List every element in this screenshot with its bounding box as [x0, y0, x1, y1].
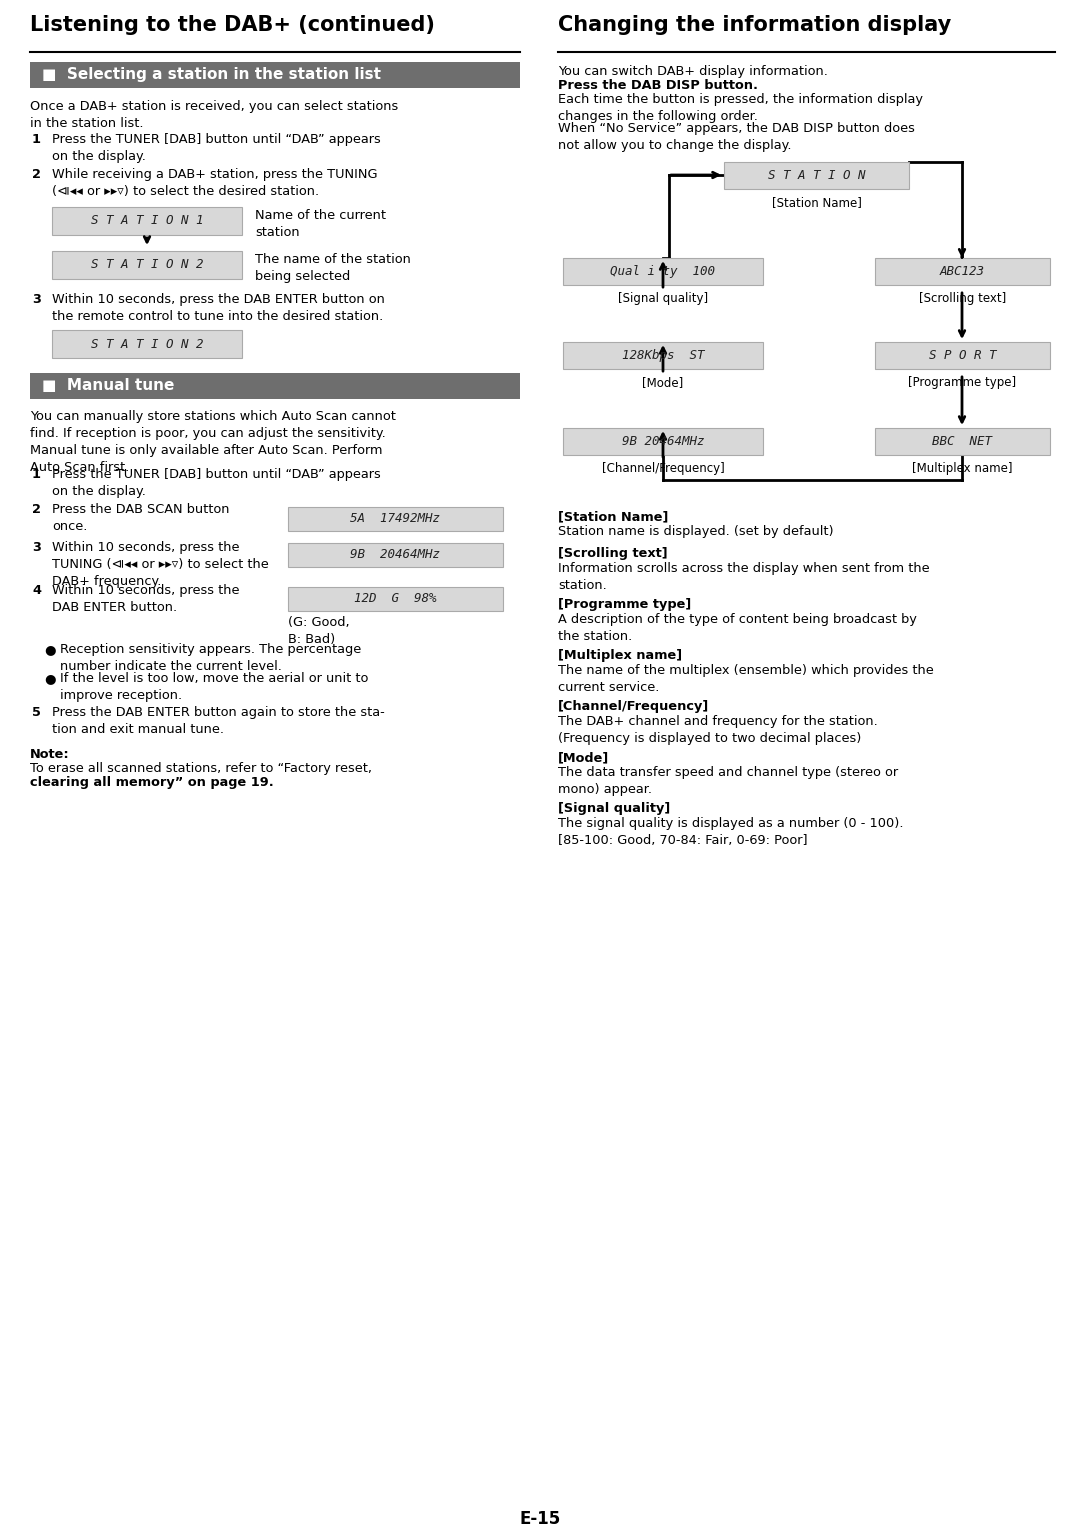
Text: 3: 3	[32, 293, 41, 306]
Bar	[563, 342, 762, 369]
Text: [Programme type]: [Programme type]	[908, 375, 1016, 389]
Text: [Signal quality]: [Signal quality]	[558, 801, 671, 815]
Text: 9B  20464MHz: 9B 20464MHz	[351, 548, 441, 562]
Bar	[875, 257, 1050, 285]
Text: ●: ●	[44, 673, 55, 685]
Text: A description of the type of content being broadcast by
the station.: A description of the type of content bei…	[558, 613, 917, 643]
Text: Qual i ty  100: Qual i ty 100	[610, 265, 715, 277]
Bar	[724, 162, 909, 188]
Text: Within 10 seconds, press the DAB ENTER button on
the remote control to tune into: Within 10 seconds, press the DAB ENTER b…	[52, 293, 384, 323]
Text: Press the TUNER [DAB] button until “DAB” appears
on the display.: Press the TUNER [DAB] button until “DAB”…	[52, 467, 381, 498]
Text: The name of the multiplex (ensemble) which provides the
current service.: The name of the multiplex (ensemble) whi…	[558, 663, 934, 694]
Text: Once a DAB+ station is received, you can select stations
in the station list.: Once a DAB+ station is received, you can…	[30, 100, 399, 130]
Text: [Channel/Frequency]: [Channel/Frequency]	[558, 700, 710, 712]
Text: To erase all scanned stations, refer to “Factory reset,: To erase all scanned stations, refer to …	[30, 761, 372, 775]
Text: 2: 2	[32, 502, 41, 516]
Bar	[875, 427, 1050, 455]
Text: ABC123: ABC123	[940, 265, 985, 277]
Text: [Mode]: [Mode]	[643, 375, 684, 389]
Text: Within 10 seconds, press the
TUNING (⧏◂◂ or ▸▸▿) to select the
DAB+ frequency.: Within 10 seconds, press the TUNING (⧏◂◂…	[52, 541, 269, 588]
Text: E-15: E-15	[519, 1511, 561, 1527]
Text: The data transfer speed and channel type (stereo or
mono) appear.: The data transfer speed and channel type…	[558, 766, 899, 797]
Text: S P O R T: S P O R T	[929, 349, 996, 362]
Text: Press the DAB DISP button.: Press the DAB DISP button.	[558, 80, 758, 92]
Text: Press the DAB SCAN button
once.: Press the DAB SCAN button once.	[52, 502, 229, 533]
Text: [Mode]: [Mode]	[558, 751, 609, 764]
Text: S T A T I O N 1: S T A T I O N 1	[91, 214, 203, 227]
Text: [Signal quality]: [Signal quality]	[618, 293, 708, 305]
Text: Within 10 seconds, press the
DAB ENTER button.: Within 10 seconds, press the DAB ENTER b…	[52, 584, 240, 614]
Text: [Programme type]: [Programme type]	[558, 597, 691, 611]
Text: Press the DAB ENTER button again to store the sta-
tion and exit manual tune.: Press the DAB ENTER button again to stor…	[52, 706, 384, 735]
Bar	[563, 427, 762, 455]
Text: 1: 1	[32, 467, 41, 481]
Text: [Multiplex name]: [Multiplex name]	[558, 650, 683, 662]
Text: The name of the station
being selected: The name of the station being selected	[255, 253, 410, 283]
Bar	[30, 372, 519, 398]
Text: [Scrolling text]: [Scrolling text]	[558, 547, 667, 561]
Text: [Station Name]: [Station Name]	[771, 196, 862, 208]
Text: If the level is too low, move the aerial or unit to
improve reception.: If the level is too low, move the aerial…	[60, 673, 368, 702]
Text: S T A T I O N 2: S T A T I O N 2	[91, 337, 203, 351]
Text: You can manually store stations which Auto Scan cannot
find. If reception is poo: You can manually store stations which Au…	[30, 411, 396, 473]
Text: Each time the button is pressed, the information display
changes in the followin: Each time the button is pressed, the inf…	[558, 93, 923, 123]
Text: 4: 4	[32, 584, 41, 597]
Text: S T A T I O N: S T A T I O N	[768, 169, 865, 182]
Text: 128Kbps  ST: 128Kbps ST	[622, 349, 704, 362]
Text: When “No Service” appears, the DAB DISP button does
not allow you to change the : When “No Service” appears, the DAB DISP …	[558, 123, 915, 152]
Text: [Channel/Frequency]: [Channel/Frequency]	[602, 463, 725, 475]
Text: Changing the information display: Changing the information display	[558, 15, 951, 35]
Bar	[52, 207, 242, 234]
Text: ■  Selecting a station in the station list: ■ Selecting a station in the station lis…	[42, 67, 381, 83]
Bar	[288, 507, 503, 532]
Text: You can switch DAB+ display information.: You can switch DAB+ display information.	[558, 64, 828, 78]
Text: 3: 3	[32, 541, 41, 555]
Text: 1: 1	[32, 133, 41, 146]
Text: Information scrolls across the display when sent from the
station.: Information scrolls across the display w…	[558, 562, 930, 591]
Bar	[875, 342, 1050, 369]
Bar	[288, 542, 503, 567]
Bar	[30, 61, 519, 87]
Bar	[563, 257, 762, 285]
Text: Note:: Note:	[30, 748, 69, 761]
Text: ●: ●	[44, 643, 55, 656]
Text: While receiving a DAB+ station, press the TUNING
(⧏◂◂ or ▸▸▿) to select the desi: While receiving a DAB+ station, press th…	[52, 169, 378, 198]
Text: Name of the current
station: Name of the current station	[255, 208, 386, 239]
Text: 5A  17492MHz: 5A 17492MHz	[351, 513, 441, 525]
Text: S T A T I O N 2: S T A T I O N 2	[91, 259, 203, 271]
Text: BBC  NET: BBC NET	[932, 435, 993, 447]
Text: The signal quality is displayed as a number (0 - 100).
[85-100: Good, 70-84: Fai: The signal quality is displayed as a num…	[558, 817, 904, 847]
Text: 2: 2	[32, 169, 41, 181]
Text: Station name is displayed. (set by default): Station name is displayed. (set by defau…	[558, 525, 834, 538]
Text: [Multiplex name]: [Multiplex name]	[913, 463, 1013, 475]
Bar	[288, 587, 503, 611]
Text: 9B 20464MHz: 9B 20464MHz	[622, 435, 704, 447]
Text: [Scrolling text]: [Scrolling text]	[919, 293, 1007, 305]
Text: 5: 5	[32, 706, 41, 719]
Text: Press the TUNER [DAB] button until “DAB” appears
on the display.: Press the TUNER [DAB] button until “DAB”…	[52, 133, 381, 162]
Text: clearing all memory” on page 19.: clearing all memory” on page 19.	[30, 777, 273, 789]
Bar	[52, 251, 242, 279]
Text: 12D  G  98%: 12D G 98%	[354, 593, 436, 605]
Text: Listening to the DAB+ (continued): Listening to the DAB+ (continued)	[30, 15, 435, 35]
Text: ■  Manual tune: ■ Manual tune	[42, 378, 174, 394]
Text: (G: Good,
B: Bad): (G: Good, B: Bad)	[288, 616, 350, 647]
Bar	[52, 329, 242, 358]
Text: [Station Name]: [Station Name]	[558, 510, 669, 522]
Text: The DAB+ channel and frequency for the station.
(Frequency is displayed to two d: The DAB+ channel and frequency for the s…	[558, 715, 878, 745]
Text: Reception sensitivity appears. The percentage
number indicate the current level.: Reception sensitivity appears. The perce…	[60, 643, 361, 673]
